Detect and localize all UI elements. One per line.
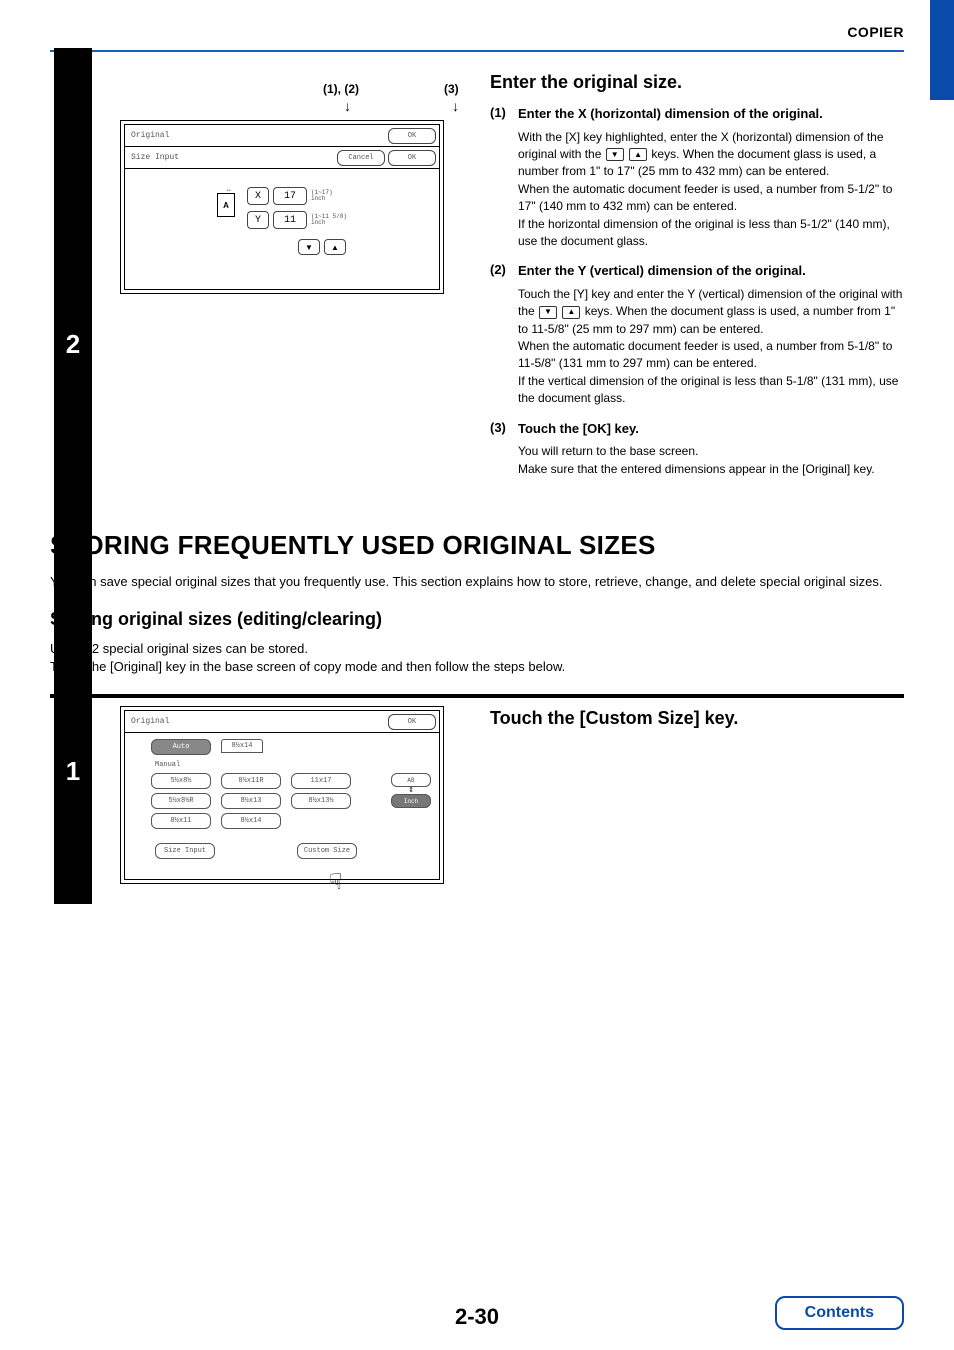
text: When the automatic document feeder is us…: [518, 339, 892, 370]
auto-size-label: 8½x14: [221, 739, 263, 753]
step-title: Touch the [Custom Size] key.: [490, 708, 904, 729]
size-button[interactable]: 8½x14: [221, 813, 281, 829]
text: You will return to the base screen.: [518, 444, 698, 458]
substep-num: (3): [490, 420, 518, 435]
x-value: 17: [273, 187, 307, 205]
section-body: Up to 12 special original sizes can be s…: [50, 640, 904, 676]
substep-title: Touch the [OK] key.: [518, 420, 904, 438]
page-number: 2-30: [455, 1304, 499, 1329]
manual-label: Manual: [155, 761, 431, 769]
subsection-heading: Storing original sizes (editing/clearing…: [50, 609, 904, 630]
size-button[interactable]: 8½x13½: [291, 793, 351, 809]
arrow-icon: ↓: [344, 98, 351, 114]
dialog-title: Original: [125, 131, 388, 140]
unit-ab-button[interactable]: AB: [391, 773, 431, 787]
substep-body: You will return to the base screen. Make…: [518, 443, 904, 478]
up-arrow-icon: ▲: [562, 306, 580, 319]
size-button[interactable]: 11x17: [291, 773, 351, 789]
ok-button[interactable]: OK: [388, 714, 436, 730]
text: If the horizontal dimension of the origi…: [518, 217, 890, 248]
size-button[interactable]: 8½x11: [151, 813, 211, 829]
up-arrow-key[interactable]: ▲: [324, 239, 346, 255]
x-key[interactable]: X: [247, 187, 269, 205]
custom-size-button[interactable]: Custom Size: [297, 843, 357, 859]
callout-3: (3): [444, 82, 459, 96]
text: Touch the [Original] key in the base scr…: [50, 659, 565, 674]
size-input-dialog: Original OK Size Input Cancel OK ↔: [120, 120, 444, 294]
header-section: COPIER: [847, 24, 904, 40]
size-button[interactable]: 5½x8½: [151, 773, 211, 789]
y-unit: inch: [311, 220, 347, 226]
size-button[interactable]: 8½x13: [221, 793, 281, 809]
orientation-icon: A: [217, 193, 235, 217]
up-arrow-icon: ▲: [629, 148, 647, 161]
text: Make sure that the entered dimensions ap…: [518, 462, 875, 476]
down-arrow-key[interactable]: ▼: [298, 239, 320, 255]
y-value: 11: [273, 211, 307, 229]
substep-title: Enter the Y (vertical) dimension of the …: [518, 262, 904, 280]
edge-tab: [930, 0, 954, 100]
substep-num: (2): [490, 262, 518, 277]
auto-tab[interactable]: Auto: [151, 739, 211, 755]
size-button[interactable]: 5½x8½R: [151, 793, 211, 809]
down-arrow-icon: ▼: [539, 306, 557, 319]
original-dialog: Original OK Auto 8½x14 Manual 5½x8: [120, 706, 444, 884]
callout-1-2: (1), (2): [323, 82, 359, 96]
ok-button[interactable]: OK: [388, 150, 436, 166]
ok-button[interactable]: OK: [388, 128, 436, 144]
substep-body: Touch the [Y] key and enter the Y (verti…: [518, 286, 904, 408]
section-intro: You can save special original sizes that…: [50, 573, 904, 591]
unit-inch-button[interactable]: Inch: [391, 794, 431, 808]
substep-title: Enter the X (horizontal) dimension of th…: [518, 105, 904, 123]
contents-link[interactable]: Contents: [775, 1296, 904, 1330]
text: When the automatic document feeder is us…: [518, 182, 892, 213]
dialog-title: Original: [125, 717, 388, 726]
down-arrow-icon: ▼: [606, 148, 624, 161]
size-input-button[interactable]: Size Input: [155, 843, 215, 859]
step-number-1: 1: [54, 756, 92, 787]
y-key[interactable]: Y: [247, 211, 269, 229]
substep-num: (1): [490, 105, 518, 120]
section-heading: STORING FREQUENTLY USED ORIGINAL SIZES: [50, 530, 904, 561]
x-unit: inch: [311, 196, 333, 202]
step-title: Enter the original size.: [490, 72, 904, 93]
hand-cursor-icon: ☟: [329, 869, 342, 895]
text: If the vertical dimension of the origina…: [518, 374, 898, 405]
cancel-button[interactable]: Cancel: [337, 150, 385, 166]
size-button[interactable]: 8½x11R: [221, 773, 281, 789]
substep-body: With the [X] key highlighted, enter the …: [518, 129, 904, 251]
dialog-subtitle: Size Input: [125, 153, 337, 162]
arrow-icon: ↓: [452, 98, 459, 114]
